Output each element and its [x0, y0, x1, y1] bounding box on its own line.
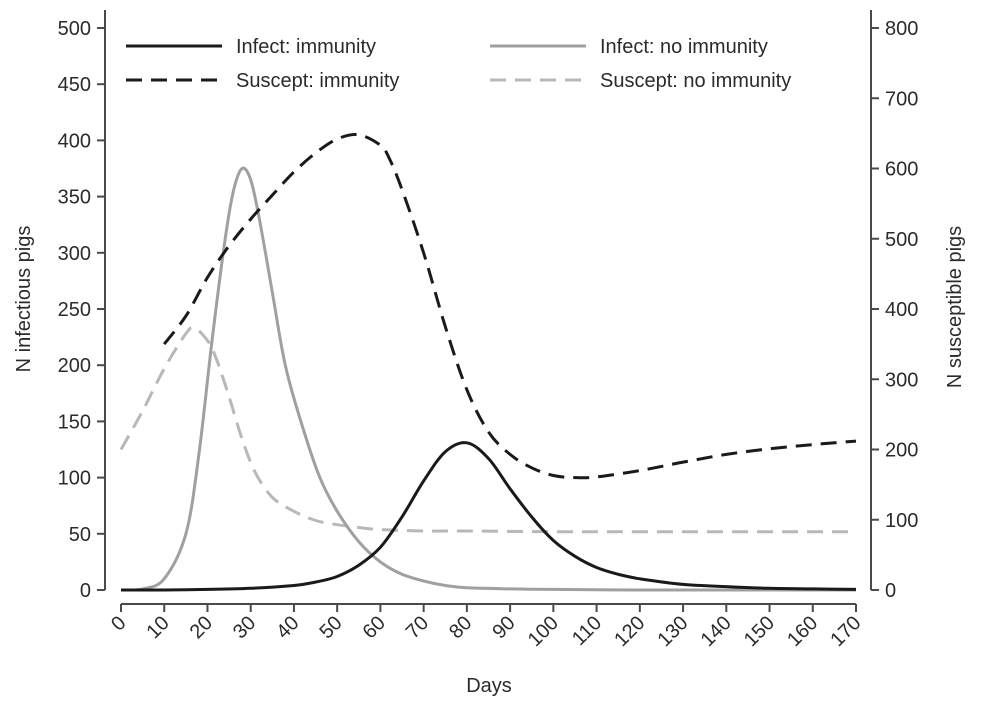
legend-label: Infect: no immunity — [600, 36, 768, 58]
x-tick-label: 20 — [186, 612, 217, 643]
x-tick-label: 10 — [142, 612, 173, 643]
left-y-tick-label: 450 — [58, 74, 91, 96]
plot-area — [104, 10, 872, 605]
left-y-tick-label: 0 — [80, 580, 91, 602]
x-tick-label: 150 — [740, 612, 779, 651]
right-y-tick-label: 200 — [885, 440, 918, 462]
right-y-tick-label: 700 — [885, 88, 918, 110]
series-layer — [119, 133, 857, 592]
right-y-tick-label: 100 — [885, 510, 918, 532]
x-tick-label: 140 — [697, 612, 736, 651]
x-tick-label: 0 — [107, 612, 130, 635]
legend-label: Suscept: immunity — [236, 70, 399, 92]
x-tick-label: 40 — [272, 612, 303, 643]
x-tick-label: 80 — [445, 612, 476, 643]
x-tick-label: 90 — [488, 612, 519, 643]
left-y-tick-label: 350 — [58, 187, 91, 209]
right-y-tick-label: 600 — [885, 159, 918, 181]
series-line-2 — [163, 133, 857, 480]
x-tick-label: 130 — [653, 612, 692, 651]
x-tick-label: 110 — [568, 612, 606, 650]
x-tick-label: 60 — [359, 612, 390, 643]
x-axis-title: Days — [466, 675, 512, 697]
left-y-tick-label: 500 — [58, 18, 91, 40]
left-y-tick-label: 150 — [58, 411, 91, 433]
left-y-tick-label: 200 — [58, 355, 91, 377]
x-tick-label: 120 — [610, 612, 649, 651]
right-y-tick-label: 800 — [885, 18, 918, 40]
right-y-tick-label: 0 — [885, 580, 896, 602]
x-tick-label: 170 — [826, 612, 865, 651]
right-y-tick-label: 400 — [885, 299, 918, 321]
series-line-1 — [120, 166, 856, 592]
legend-label: Infect: immunity — [236, 36, 376, 58]
right-y-tick-label: 300 — [885, 369, 918, 391]
x-tick-label: 50 — [315, 612, 346, 643]
right-y-axis: 0 100 200 300 400 500 600 700 800 — [871, 18, 918, 602]
left-y-tick-label: 300 — [58, 243, 91, 265]
left-y-axis: 0 50 100 150 200 250 300 350 400 450 500 — [58, 18, 105, 602]
left-y-tick-label: 250 — [58, 299, 91, 321]
x-tick-label: 30 — [229, 612, 260, 643]
left-y-tick-label: 50 — [69, 524, 91, 546]
legend-label: Suscept: no immunity — [600, 70, 791, 92]
left-y-tick-label: 400 — [58, 130, 91, 152]
series-line-0 — [120, 441, 857, 592]
legend: Infect: immunity Infect: no immunity Susce… — [126, 36, 791, 92]
left-y-axis-title: N infectious pigs — [13, 226, 35, 373]
x-tick-label: 100 — [524, 612, 563, 651]
right-y-axis-title: N susceptible pigs — [944, 226, 966, 388]
series-line-3 — [119, 325, 856, 534]
x-axis: 0 10 20 30 40 50 60 70 80 90 100 110 120 130 140 150 160… — [107, 604, 866, 651]
x-tick-label: 70 — [402, 612, 433, 643]
right-y-tick-label: 500 — [885, 229, 918, 251]
left-y-tick-label: 100 — [58, 468, 91, 490]
x-tick-label: 160 — [783, 612, 822, 651]
